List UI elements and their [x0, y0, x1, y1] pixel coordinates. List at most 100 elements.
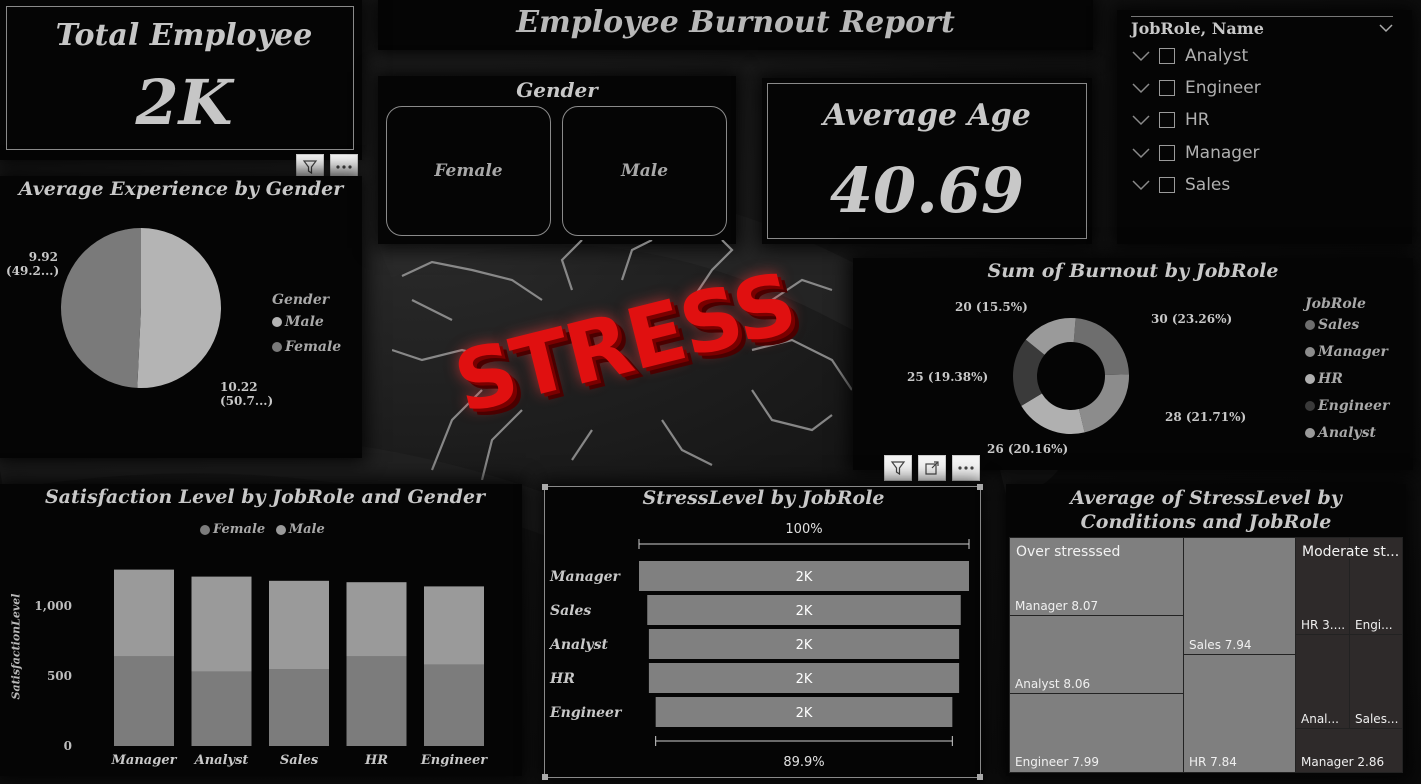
funnel-category-label: Engineer	[549, 705, 623, 721]
treemap-cell-label: Sales...	[1355, 712, 1399, 726]
pie-slice-male[interactable]	[137, 228, 222, 388]
burnout-chart-title: Sum of Burnout by JobRole	[987, 260, 1279, 282]
burnout-label-sales: 30 (23.26%)	[1151, 312, 1233, 326]
jobrole-item-manager[interactable]: Manager	[1131, 141, 1260, 165]
treemap-cell-label: HR 3....	[1301, 618, 1346, 632]
resize-handle[interactable]	[977, 774, 983, 780]
expand-chevron-icon[interactable]	[1131, 146, 1151, 160]
bar-sales-female[interactable]	[269, 669, 329, 746]
more-options-icon[interactable]	[952, 455, 980, 481]
treemap-cell-manager-moderate[interactable]: Manager 2.86	[1295, 728, 1403, 773]
legend-dot	[1305, 401, 1315, 411]
pie-slice-female[interactable]	[61, 228, 142, 388]
bar-manager-male[interactable]	[114, 569, 174, 657]
bar-manager-female[interactable]	[114, 656, 174, 746]
treemap-cell-hr-moderate[interactable]: HR 3....	[1295, 537, 1351, 636]
funnel-bottom-percent: 89.9%	[783, 755, 824, 770]
donut-slice-analyst[interactable]	[1025, 318, 1076, 355]
treemap-cell-analyst-moderate[interactable]: Anal...	[1295, 634, 1351, 730]
y-tick-label: 1,000	[34, 599, 72, 613]
resize-handle[interactable]	[542, 774, 548, 780]
legend-label: HR	[1318, 371, 1343, 387]
bar-hr-male[interactable]	[346, 582, 407, 657]
y-tick-label: 0	[64, 739, 72, 753]
average-age-title: Average Age	[823, 98, 1031, 133]
jobrole-item-analyst[interactable]: Analyst	[1131, 44, 1248, 68]
experience-legend-title: Gender	[272, 292, 330, 308]
expand-chevron-icon[interactable]	[1131, 49, 1151, 63]
experience-pie-chart	[61, 228, 222, 388]
stresslevel-funnel-chart: 100% 2K Manager 2K Sales 2K Analyst 2K HR 2K Engin…	[548, 522, 970, 770]
legend-item-female[interactable]: Female	[200, 522, 265, 537]
donut-slice-manager[interactable]	[1078, 374, 1129, 433]
burnout-legend-item-manager[interactable]: Manager	[1305, 344, 1389, 360]
treemap-cell-sales-moderate[interactable]: Sales...	[1349, 634, 1403, 730]
funnel-data-label: 2K	[796, 604, 813, 619]
experience-label-female-value: 9.92	[28, 250, 58, 264]
x-tick-label: Analyst	[193, 753, 249, 768]
treemap-cell-engineer-moderate[interactable]: Engi...	[1349, 537, 1403, 636]
legend-item-male[interactable]: Male	[275, 522, 325, 537]
funnel-bar-manager[interactable]	[639, 561, 969, 591]
bar-analyst-male[interactable]	[191, 576, 252, 672]
bar-engineer-female[interactable]	[424, 664, 484, 746]
legend-label: Sales	[1318, 317, 1360, 333]
treemap-cell-analyst-over[interactable]: Analyst 8.06	[1009, 615, 1185, 695]
jobrole-item-engineer[interactable]: Engineer	[1131, 76, 1261, 100]
gender-option-female[interactable]: Female	[386, 106, 551, 236]
burnout-legend-item-engineer[interactable]: Engineer	[1305, 398, 1389, 414]
funnel-bar-sales[interactable]	[647, 595, 961, 625]
donut-slice-sales[interactable]	[1073, 318, 1129, 375]
jobrole-item-sales[interactable]: Sales	[1131, 173, 1230, 197]
chevron-down-icon[interactable]	[1379, 23, 1393, 33]
jobrole-item-label: Engineer	[1185, 78, 1261, 98]
checkbox[interactable]	[1159, 80, 1175, 96]
expand-chevron-icon[interactable]	[1131, 81, 1151, 95]
donut-slice-hr[interactable]	[1021, 393, 1085, 434]
burnout-legend: JobRole Sales Manager HR Engineer Analys…	[1305, 296, 1389, 441]
donut-slice-engineer[interactable]	[1013, 339, 1045, 406]
gender-option-male[interactable]: Male	[562, 106, 727, 236]
burnout-legend-item-sales[interactable]: Sales	[1305, 317, 1389, 333]
gender-option-female-label: Female	[434, 161, 503, 181]
jobrole-item-label: HR	[1185, 110, 1210, 130]
expand-chevron-icon[interactable]	[1131, 113, 1151, 127]
treemap-cell-manager-over[interactable]: Manager 8.07	[1009, 537, 1185, 617]
burnout-legend-item-analyst[interactable]: Analyst	[1305, 425, 1389, 441]
treemap-cell-label: Analyst 8.06	[1015, 677, 1091, 691]
stresslevel-chart-card: StressLevel by JobRole 100% 2K Manager 2K Sa…	[542, 484, 983, 780]
bar-analyst-female[interactable]	[191, 671, 252, 746]
burnout-label-engineer: 25 (19.38%)	[907, 370, 989, 384]
treemap-cell-hr-over[interactable]: HR 7.84	[1183, 654, 1297, 773]
checkbox[interactable]	[1159, 145, 1175, 161]
filter-icon[interactable]	[884, 455, 912, 481]
experience-chart-card: Average Experience by Gender 9.92 (49.2.…	[0, 176, 362, 458]
funnel-bar-analyst[interactable]	[648, 629, 960, 659]
resize-handle[interactable]	[542, 484, 548, 490]
bar-hr-female[interactable]	[346, 656, 407, 746]
bar-sales-male[interactable]	[269, 580, 329, 669]
bar-engineer-male[interactable]	[424, 586, 484, 665]
resize-handle[interactable]	[977, 484, 983, 490]
treemap-group-label: Over stresssed	[1016, 544, 1121, 560]
legend-label: Engineer	[1318, 398, 1390, 414]
jobrole-slicer-header[interactable]: JobRole, Name	[1131, 16, 1393, 39]
checkbox[interactable]	[1159, 177, 1175, 193]
average-age-frame	[767, 83, 1087, 239]
treemap-cell-sales-over[interactable]: Sales 7.94	[1183, 537, 1297, 656]
x-tick-label: Manager	[111, 753, 178, 768]
expand-chevron-icon[interactable]	[1131, 178, 1151, 192]
experience-legend: Gender Male Female	[272, 292, 341, 355]
treemap-cell-engineer-over[interactable]: Engineer 7.99	[1009, 693, 1185, 773]
funnel-bar-engineer[interactable]	[655, 697, 953, 727]
filter-icon[interactable]	[296, 154, 324, 180]
burnout-legend-item-hr[interactable]: HR	[1305, 371, 1389, 387]
experience-legend-item-female[interactable]: Female	[272, 339, 341, 355]
experience-legend-item-male[interactable]: Male	[272, 314, 341, 330]
checkbox[interactable]	[1159, 48, 1175, 64]
burnout-chart-card: Sum of Burnout by JobRole 30 (23.26%) 28…	[853, 258, 1413, 470]
focus-mode-icon[interactable]	[918, 455, 946, 481]
funnel-bar-hr[interactable]	[648, 663, 960, 693]
checkbox[interactable]	[1159, 112, 1175, 128]
jobrole-item-hr[interactable]: HR	[1131, 108, 1210, 132]
